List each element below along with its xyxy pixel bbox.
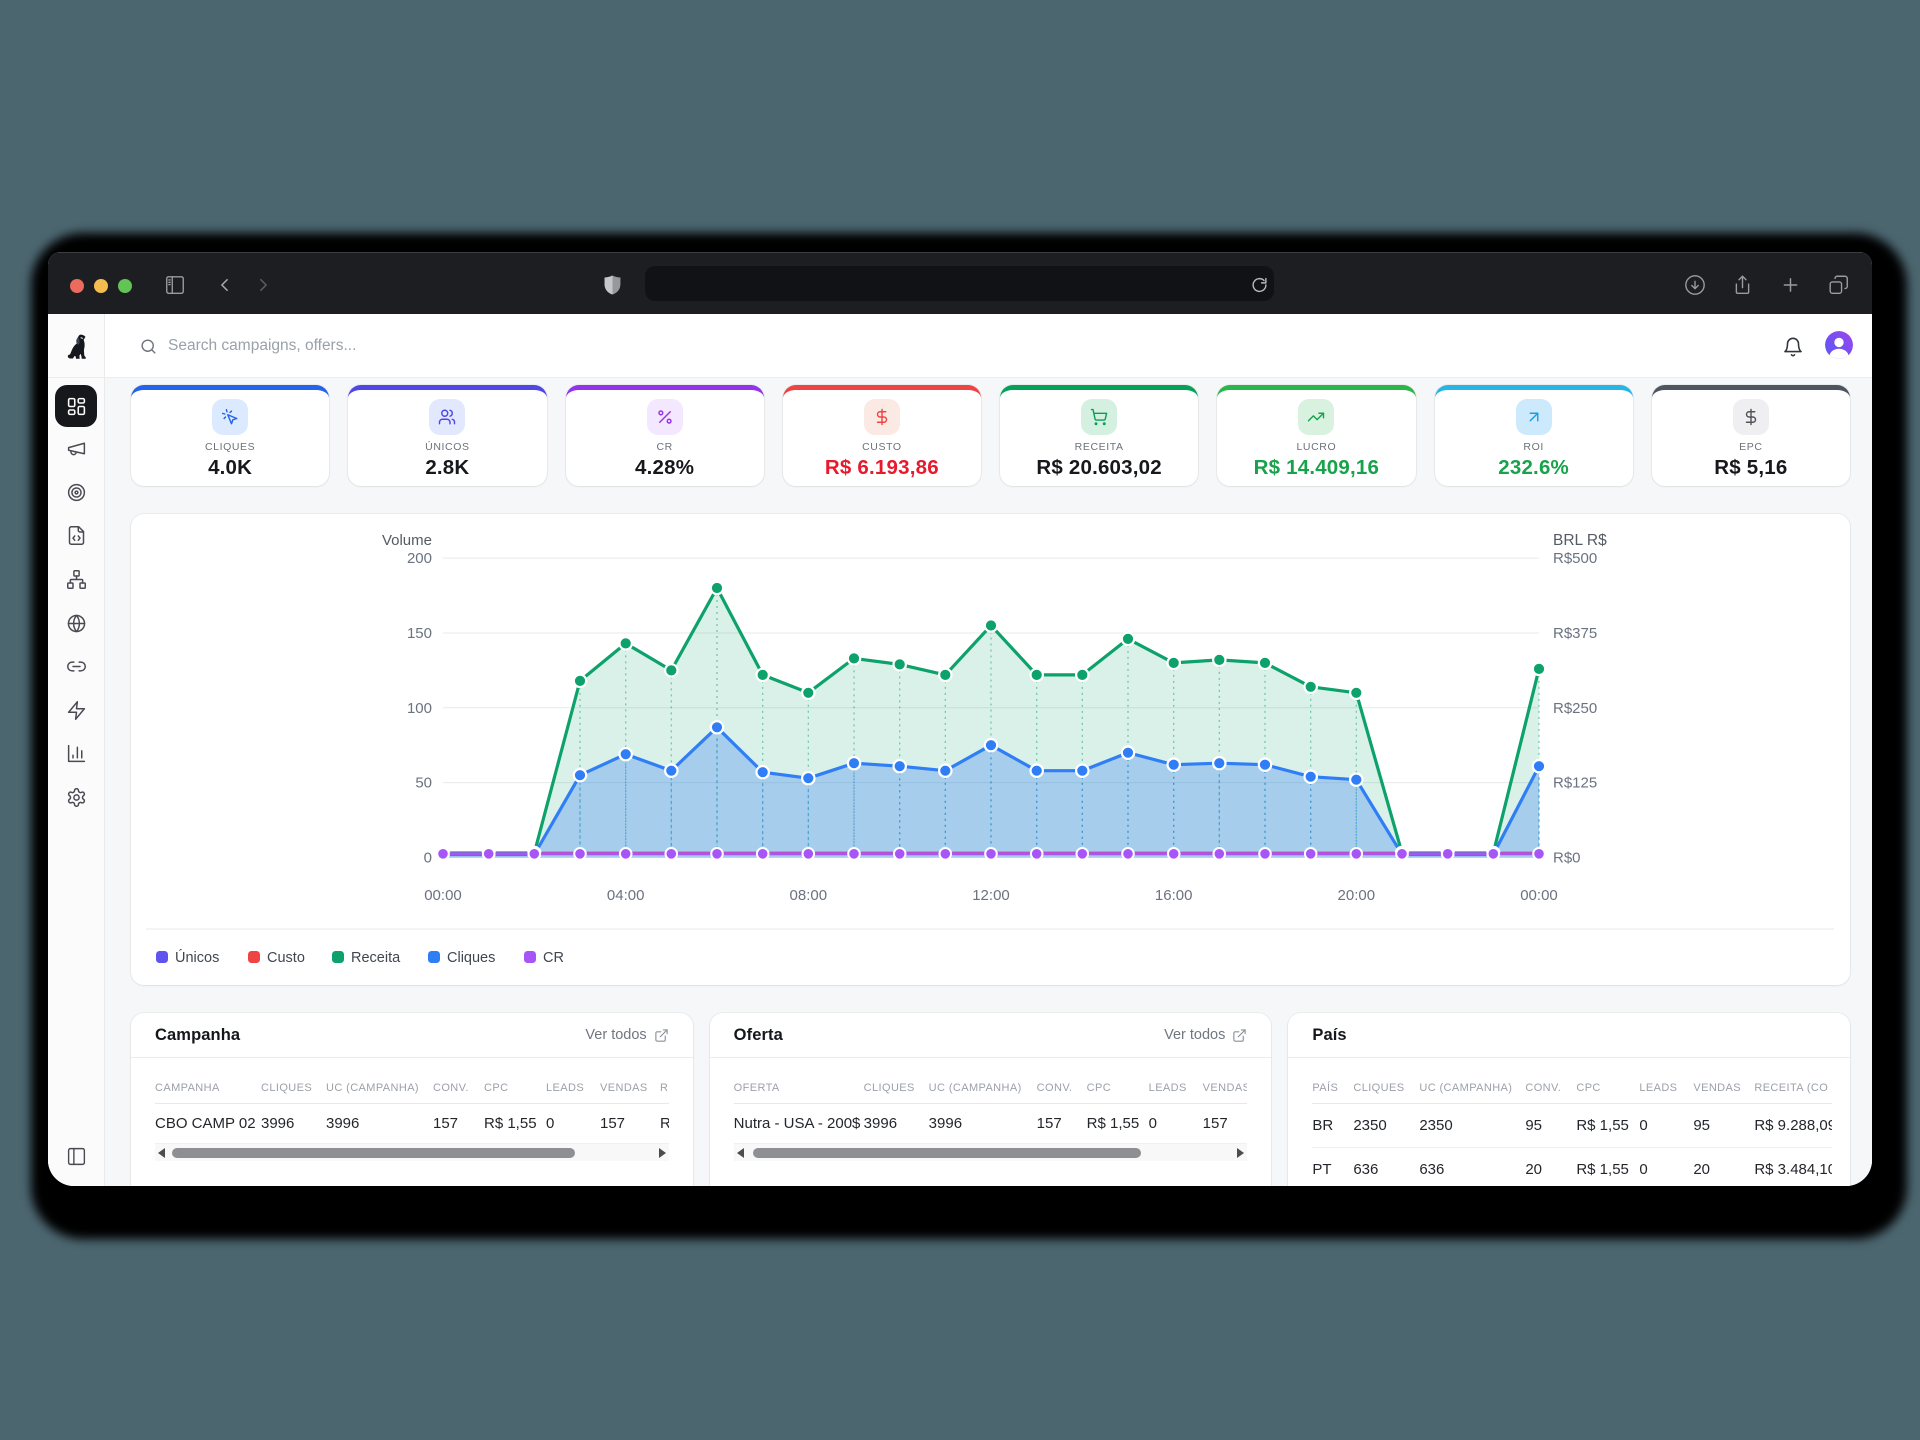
svg-text:50: 50 xyxy=(415,775,432,792)
svg-text:00:00: 00:00 xyxy=(424,887,462,904)
svg-text:Receita: Receita xyxy=(351,950,401,966)
svg-text:20:00: 20:00 xyxy=(1338,887,1376,904)
svg-text:100: 100 xyxy=(407,700,432,717)
svg-text:R$250: R$250 xyxy=(1553,700,1597,717)
svg-text:150: 150 xyxy=(407,625,432,642)
svg-text:04:00: 04:00 xyxy=(607,887,645,904)
svg-text:R$500: R$500 xyxy=(1553,550,1597,567)
svg-text:R$375: R$375 xyxy=(1553,625,1597,642)
svg-text:16:00: 16:00 xyxy=(1155,887,1193,904)
svg-text:CR: CR xyxy=(543,950,564,966)
svg-text:0: 0 xyxy=(424,850,432,867)
svg-text:200: 200 xyxy=(407,550,432,567)
svg-text:R$0: R$0 xyxy=(1553,850,1581,867)
svg-text:Únicos: Únicos xyxy=(175,949,219,966)
svg-text:Custo: Custo xyxy=(267,950,305,966)
svg-text:Volume: Volume xyxy=(382,532,432,549)
svg-text:BRL R$: BRL R$ xyxy=(1553,532,1607,549)
svg-text:R$125: R$125 xyxy=(1553,775,1597,792)
svg-text:08:00: 08:00 xyxy=(790,887,828,904)
svg-text:00:00: 00:00 xyxy=(1520,887,1558,904)
svg-text:12:00: 12:00 xyxy=(972,887,1010,904)
svg-text:Cliques: Cliques xyxy=(447,950,495,966)
